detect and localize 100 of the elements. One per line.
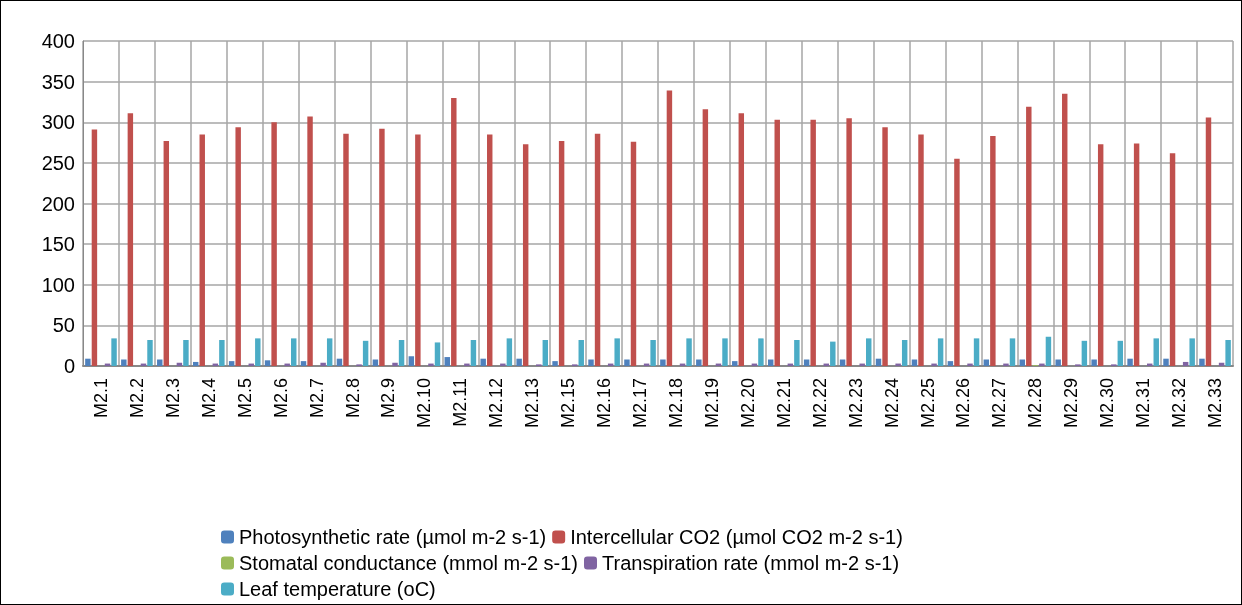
y-tick-label: 100 [41, 273, 75, 296]
bar [428, 363, 434, 366]
bar [1026, 106, 1032, 366]
bar [111, 338, 117, 366]
bar [990, 136, 996, 366]
x-tick-label: M2.28 [1025, 378, 1046, 429]
bar [379, 128, 385, 366]
bar [630, 141, 637, 366]
bar [830, 341, 836, 366]
bar [506, 338, 513, 366]
bar [1009, 338, 1016, 366]
y-tick-label: 150 [41, 233, 75, 256]
bar [516, 358, 522, 366]
bar [1062, 93, 1068, 366]
bar [1117, 340, 1124, 366]
bar [558, 140, 565, 366]
bar [199, 134, 205, 366]
bar [163, 140, 170, 366]
bar [947, 361, 954, 366]
bar [470, 340, 477, 366]
bar [794, 340, 800, 366]
bar [1169, 153, 1176, 366]
x-tick-label: M2.1 [90, 378, 111, 419]
bar [901, 340, 908, 366]
bar [1045, 336, 1052, 366]
x-tick-label: M2.26 [953, 378, 974, 429]
x-tick-label: M2.7 [306, 378, 327, 419]
bar [696, 359, 702, 366]
bar [1182, 361, 1189, 366]
bar [1055, 359, 1061, 366]
bar [464, 363, 470, 366]
legend-label: Intercellular CO2 (µmol CO2 m-2 s-1) [570, 526, 903, 548]
bar [552, 361, 558, 366]
x-tick-label: M2.3 [162, 378, 183, 419]
bar [895, 363, 901, 366]
bar [255, 338, 261, 366]
x-tick-label: M2.23 [845, 378, 866, 429]
bar [650, 340, 656, 366]
bar [810, 119, 816, 366]
bar [85, 358, 91, 366]
bar [1097, 144, 1104, 366]
x-tick-label: M2.29 [1061, 378, 1082, 429]
bar [722, 338, 728, 366]
x-tick-label: M2.33 [1205, 378, 1226, 429]
x-tick-label: M2.20 [737, 378, 758, 429]
y-tick-label: 300 [41, 111, 75, 134]
x-tick-label: M2.15 [558, 378, 579, 429]
bar [343, 133, 349, 366]
legend-label: Stomatal conductance (mmol m-2 s-1) [239, 552, 579, 574]
bar [937, 338, 944, 366]
x-tick-label: M2.6 [270, 378, 291, 419]
bar [738, 113, 745, 366]
bar [320, 362, 326, 366]
bar [1003, 363, 1009, 366]
bar [1127, 358, 1133, 366]
bar [666, 90, 673, 366]
bar [1189, 338, 1195, 366]
bar [235, 127, 241, 366]
bar [264, 360, 271, 366]
x-tick-label: M2.24 [881, 378, 902, 429]
bar [415, 134, 421, 366]
bar [859, 363, 865, 366]
bar [624, 359, 630, 366]
bar [588, 359, 594, 366]
bar [578, 340, 584, 366]
legend-label: Photosynthetic rate (µmol m-2 s-1) [239, 526, 547, 548]
bar [444, 357, 450, 366]
x-tick-label: M2.17 [630, 378, 651, 429]
x-tick-label: M2.18 [665, 378, 686, 429]
bar [882, 127, 888, 366]
bar [954, 158, 960, 366]
bar [732, 361, 738, 366]
bar [918, 134, 924, 366]
x-tick-label: M2.30 [1097, 378, 1118, 429]
x-tick-label: M2.5 [234, 378, 255, 419]
x-tick-label: M2.21 [773, 378, 794, 429]
bar [91, 129, 98, 366]
bar [480, 358, 486, 366]
bar [774, 119, 780, 366]
bar [300, 361, 307, 366]
bar [284, 363, 290, 366]
bar [121, 359, 127, 366]
x-tick-label: M2.10 [414, 378, 435, 429]
y-tick-label: 200 [41, 192, 75, 215]
bar [758, 338, 764, 366]
bar [271, 122, 277, 366]
bar [228, 361, 235, 366]
y-tick-label: 50 [52, 314, 75, 337]
x-tick-label: M2.31 [1133, 378, 1154, 429]
bar [183, 340, 189, 366]
x-tick-label: M2.4 [198, 378, 219, 419]
x-tick-label: M2.2 [126, 378, 147, 419]
x-tick-label: M2.8 [342, 378, 363, 419]
bar [219, 340, 225, 366]
bar [127, 113, 134, 366]
bar [392, 362, 398, 366]
bar [702, 109, 709, 366]
x-tick-label: M2.12 [486, 378, 507, 429]
x-tick-label: M2.25 [917, 378, 938, 429]
legend-label: Leaf temperature (oC) [239, 578, 436, 600]
